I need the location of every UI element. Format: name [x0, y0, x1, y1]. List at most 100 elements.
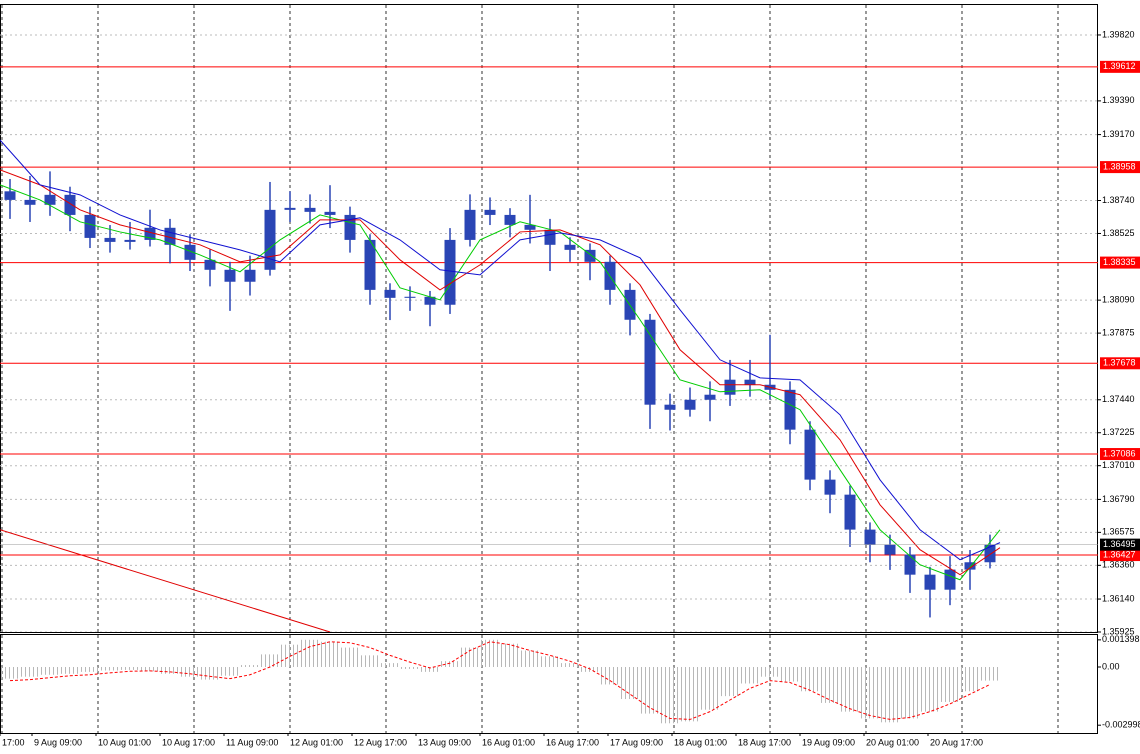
- histogram-bar: [220, 667, 240, 676]
- price-panel: [0, 4, 1098, 633]
- histogram-bar: [240, 665, 260, 667]
- candle-body: [944, 569, 956, 590]
- histogram-bar: [0, 667, 20, 679]
- y-tick-label: 1.37440: [1102, 394, 1135, 404]
- current-price-tag: [1100, 538, 1140, 551]
- candle-body: [324, 211, 336, 215]
- level-label: 1.36427: [1103, 549, 1136, 559]
- y-tick-label: 1.36790: [1102, 494, 1135, 504]
- x-tick-label: 9 Aug 09:00: [34, 737, 82, 747]
- candle-body: [184, 244, 196, 260]
- y-tick-label: 1.37225: [1102, 427, 1135, 437]
- candle-body: [884, 544, 896, 555]
- histogram-bar: [900, 667, 920, 719]
- current-price-label: 1.36495: [1103, 539, 1136, 549]
- y-tick-label: 1.38090: [1102, 295, 1135, 305]
- x-tick-label: 18 Aug 17:00: [738, 737, 791, 747]
- level-tag: [1100, 357, 1140, 370]
- x-tick-label: 16 Aug 17:00: [546, 737, 599, 747]
- histogram-bar: [760, 667, 780, 677]
- histogram-bar: [880, 667, 900, 723]
- histogram-bar: [320, 641, 340, 667]
- y-tick-label: 1.35925: [1102, 626, 1135, 636]
- histogram-bar: [300, 639, 320, 667]
- histogram-bar: [80, 667, 100, 672]
- moving-average: [0, 184, 1001, 581]
- moving-average: [0, 169, 1001, 576]
- y-tick-label: 0.001398: [1102, 634, 1140, 644]
- x-tick-label: 11 Aug 09:00: [226, 737, 278, 747]
- candle-body: [964, 562, 976, 570]
- x-tick-label: 16 Aug 01:00: [482, 737, 535, 747]
- y-tick-label: 1.37875: [1102, 327, 1135, 337]
- histogram-bar: [740, 667, 760, 684]
- histogram-bar: [360, 655, 380, 667]
- signal-line: [9, 641, 991, 720]
- level-label: 1.37086: [1103, 448, 1136, 458]
- histogram-bar: [820, 667, 840, 703]
- x-tick-label: 13 Aug 09:00: [418, 737, 471, 747]
- candle-body: [904, 554, 916, 575]
- histogram-bar: [620, 667, 640, 700]
- candle-body: [724, 379, 736, 395]
- candle-body: [244, 269, 256, 282]
- x-tick-label: 12 Aug 01:00: [290, 737, 343, 747]
- histogram-bar: [840, 667, 860, 712]
- price-plot: [0, 34, 1098, 632]
- candle-body: [824, 479, 836, 495]
- candle-body: [164, 227, 176, 245]
- candle-body: [224, 269, 236, 282]
- histogram-bar: [600, 667, 620, 685]
- y-tick-label: 1.39170: [1102, 129, 1135, 139]
- histogram-bar: [640, 667, 660, 714]
- histogram-bar: [440, 661, 460, 667]
- y-tick-label: -0.002998: [1102, 720, 1140, 730]
- histogram-bar: [960, 667, 980, 692]
- level-label: 1.38335: [1103, 257, 1136, 267]
- candle-body: [524, 224, 536, 230]
- trend-line: [0, 529, 331, 632]
- histogram-bar: [480, 639, 500, 667]
- candle-body: [104, 237, 116, 242]
- histogram-bar: [560, 663, 580, 667]
- candle-body: [984, 544, 996, 563]
- candle-body: [584, 249, 596, 262]
- candle-body: [384, 289, 396, 298]
- x-tick-label: 20 Aug 17:00: [930, 737, 983, 747]
- candle-body: [504, 214, 516, 225]
- candle-body: [464, 209, 476, 240]
- candle-body: [444, 239, 456, 305]
- histogram-bar: [920, 667, 940, 712]
- candle-body: [204, 259, 216, 270]
- candle-body: [924, 574, 936, 590]
- candle-body: [44, 194, 56, 205]
- level-tag: [1100, 60, 1140, 73]
- histogram-bar: [800, 667, 820, 692]
- candle-body: [404, 296, 416, 298]
- y-tick-label: 1.38740: [1102, 195, 1135, 205]
- y-tick-label: 1.36360: [1102, 560, 1135, 570]
- candle-body: [364, 239, 376, 290]
- level-label: 1.37678: [1103, 358, 1136, 368]
- candle-body: [844, 494, 856, 530]
- candle-body: [124, 239, 136, 242]
- y-tick-label: 1.38525: [1102, 228, 1135, 238]
- histogram-bar: [340, 647, 360, 667]
- y-tick-label: 0.00: [1102, 661, 1120, 671]
- x-tick-label: 18 Aug 01:00: [674, 737, 727, 747]
- candle-body: [864, 529, 876, 545]
- x-tick-label: 12 Aug 17:00: [354, 737, 407, 747]
- histogram-bar: [860, 667, 880, 719]
- histogram-bar: [100, 667, 120, 671]
- x-tick-label: 17 Aug 09:00: [610, 737, 663, 747]
- y-tick-label: 1.37010: [1102, 460, 1135, 470]
- histogram-bar: [60, 667, 80, 674]
- candle-body: [284, 207, 296, 210]
- level-tag: [1100, 448, 1140, 461]
- candle-body: [804, 429, 816, 480]
- candle-body: [344, 214, 356, 240]
- histogram-bar: [380, 663, 400, 667]
- candle-body: [744, 379, 756, 385]
- candle-body: [144, 227, 156, 240]
- candle-body: [564, 244, 576, 250]
